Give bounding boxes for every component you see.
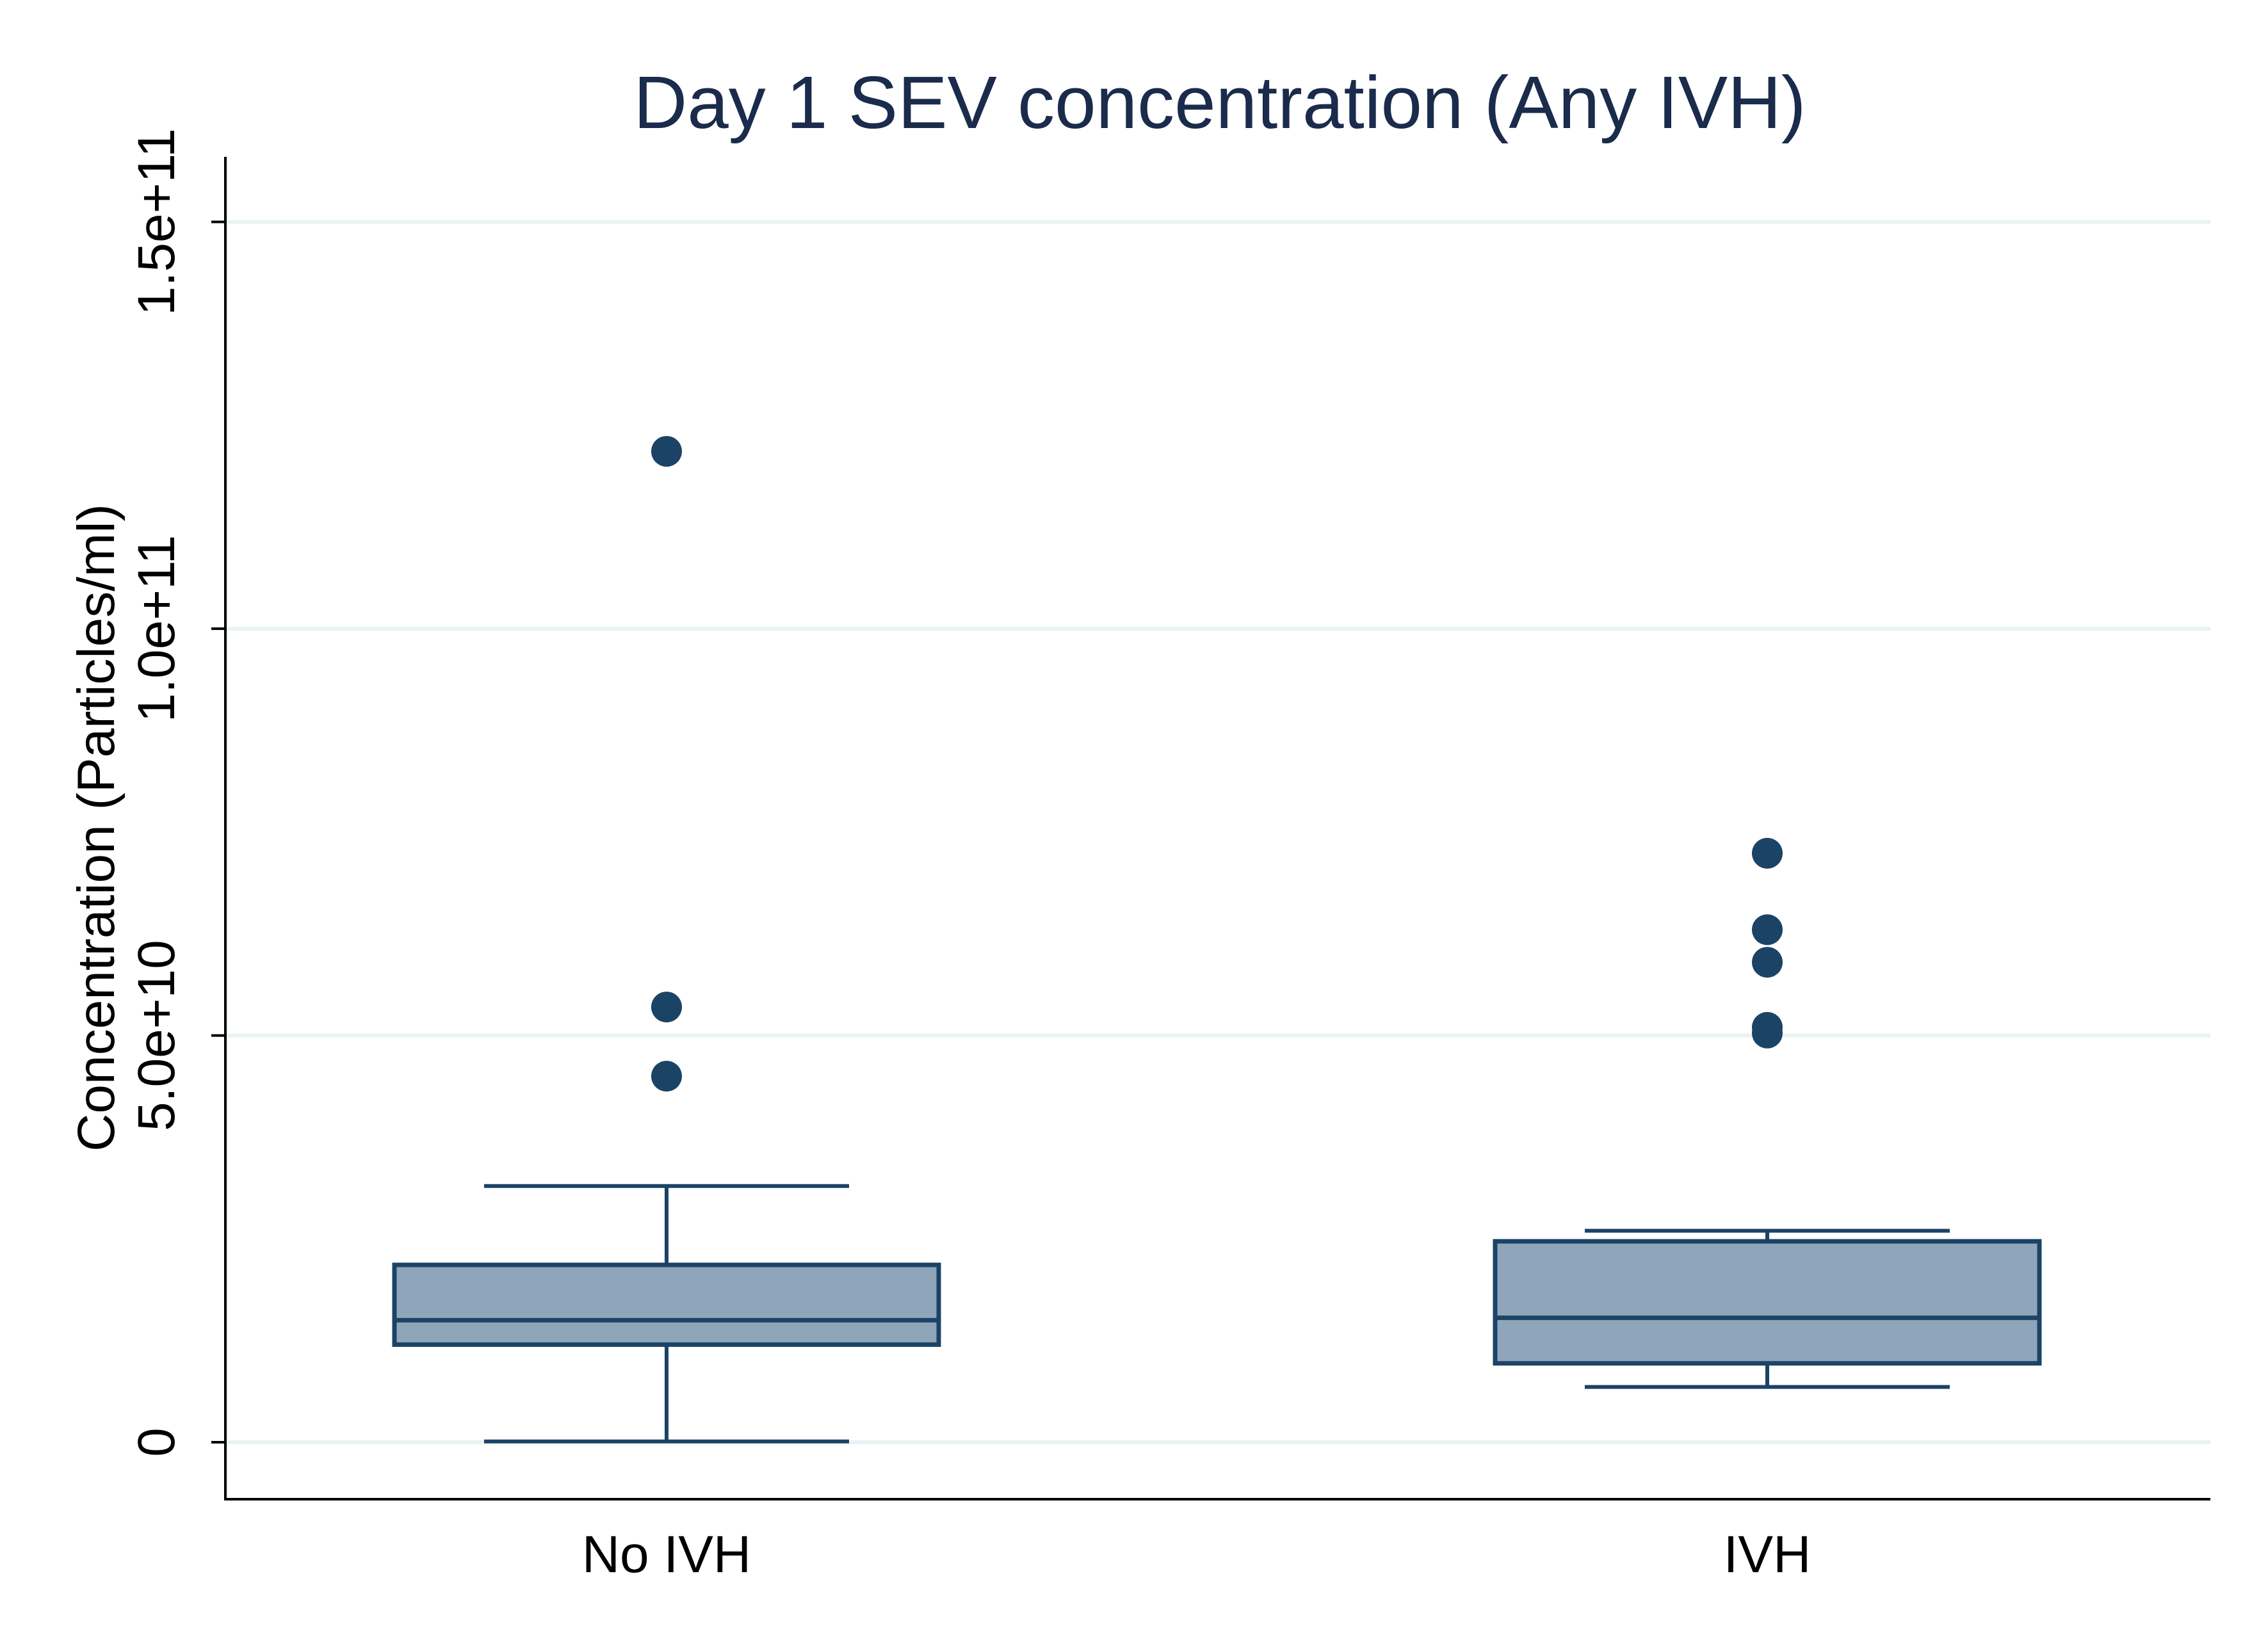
x-category-labels: No IVH IVH bbox=[582, 1525, 1811, 1584]
x-category-label: No IVH bbox=[582, 1525, 751, 1584]
x-category-label: IVH bbox=[1724, 1525, 1811, 1584]
outlier-point bbox=[651, 992, 682, 1023]
outlier-point bbox=[651, 436, 682, 467]
outlier-point bbox=[1752, 1011, 1783, 1043]
y-ticks: 0 5.0e+10 1.0e+11 1.5e+11 bbox=[127, 128, 225, 1457]
outlier-point bbox=[1752, 837, 1783, 869]
chart-title: Day 1 SEV concentration (Any IVH) bbox=[633, 61, 1806, 144]
iqr-box bbox=[392, 1262, 941, 1347]
y-axis-title: Concentration (Particles/ml) bbox=[67, 504, 126, 1152]
outlier-point bbox=[651, 1061, 682, 1092]
boxes bbox=[392, 436, 2042, 1444]
gridlines bbox=[227, 220, 2210, 1445]
y-tick-label: 1.0e+11 bbox=[127, 535, 186, 723]
y-tick-label: 0 bbox=[127, 1428, 186, 1457]
box-group bbox=[1493, 837, 2042, 1389]
outlier-point bbox=[1752, 947, 1783, 978]
outlier-point bbox=[1752, 914, 1783, 945]
y-tick-label: 1.5e+11 bbox=[127, 128, 186, 316]
axes bbox=[224, 157, 2210, 1500]
y-tick-label: 5.0e+10 bbox=[127, 940, 186, 1131]
iqr-box bbox=[1493, 1239, 2042, 1366]
box-group bbox=[392, 436, 941, 1444]
